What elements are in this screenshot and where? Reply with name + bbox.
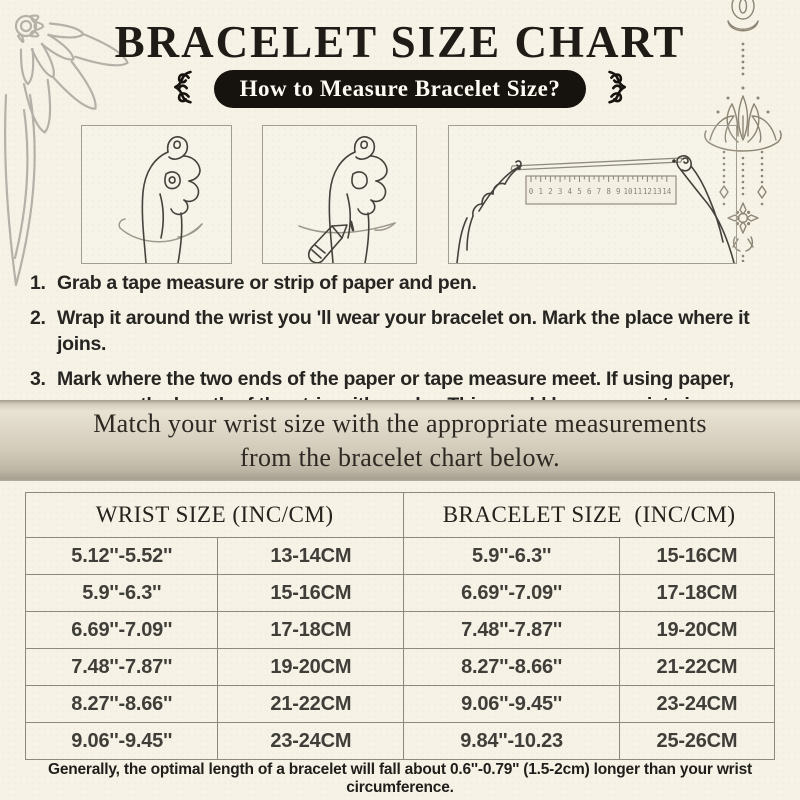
- how-to-measure-pill: How to Measure Bracelet Size?: [213, 70, 587, 108]
- illustration-measure-ruler: 0 1 2 3 4 5 6 7 8 9 10 11 12 13 14: [448, 125, 737, 264]
- mandala-flower-icon: [4, 14, 129, 287]
- ruler-measure-illustration: 0 1 2 3 4 5 6 7 8 9 10 11 12 13 14: [456, 155, 735, 263]
- table-cell: 19-20CM: [217, 648, 405, 686]
- table-cell: 8.27''-8.66'': [24, 685, 219, 723]
- table-cell: 5.12''-5.52'': [24, 537, 219, 575]
- step-3-number: 3.: [30, 368, 46, 390]
- table-row: 5.12''-5.52'' 13-14CM 5.9''-6.3'' 15-16CM: [24, 537, 776, 575]
- svg-text:12: 12: [643, 187, 652, 196]
- table-cell: 8.27''-8.66'': [403, 648, 620, 686]
- step-1-number: 1.: [30, 272, 46, 294]
- svg-text:7: 7: [597, 187, 602, 196]
- table-header-row: WRIST SIZE (INC/CM) BRACELET SIZE (INC/C…: [24, 492, 775, 538]
- svg-text:9: 9: [616, 187, 621, 196]
- table-cell: 5.9''-6.3'': [403, 537, 620, 575]
- table-cell: 19-20CM: [618, 611, 776, 649]
- table-cell: 6.69''-7.09'': [24, 611, 219, 649]
- table-cell: 25-26CM: [618, 722, 776, 760]
- svg-text:2: 2: [548, 187, 553, 196]
- table-cell: 21-22CM: [217, 685, 405, 723]
- table-cell: 9.84''-10.23: [403, 722, 620, 760]
- lotus-ornament-icon: [704, 0, 782, 262]
- table-cell: 7.48''-7.87'': [24, 648, 219, 686]
- table-cell: 17-18CM: [217, 611, 405, 649]
- table-cell: 9.06''-9.45'': [403, 685, 620, 723]
- table-cell: 17-18CM: [618, 574, 776, 612]
- table-row: 9.06''-9.45'' 23-24CM 9.84''-10.23 25-26CM: [24, 722, 776, 760]
- svg-text:8: 8: [606, 187, 611, 196]
- svg-text:5: 5: [577, 187, 582, 196]
- svg-text:13: 13: [653, 187, 662, 196]
- banner-line-1: Match your wrist size with the appropria…: [93, 408, 707, 438]
- table-cell: 5.9''-6.3'': [24, 574, 219, 612]
- how-to-measure-row: How to Measure Bracelet Size?: [0, 66, 800, 112]
- svg-text:10: 10: [623, 187, 633, 196]
- table-row: 8.27''-8.66'' 21-22CM 9.06''-9.45'' 23-24CM: [24, 685, 776, 723]
- wrist-size-header: WRIST SIZE (INC/CM): [24, 492, 405, 538]
- svg-text:0: 0: [529, 187, 534, 196]
- table-cell: 9.06''-9.45'': [24, 722, 219, 760]
- step-1: 1. Grab a tape measure or strip of paper…: [30, 270, 780, 296]
- table-cell: 6.69''-7.09'': [403, 574, 620, 612]
- step-2-number: 2.: [30, 307, 46, 329]
- size-chart-table: WRIST SIZE (INC/CM) BRACELET SIZE (INC/C…: [24, 492, 776, 760]
- svg-text:1: 1: [538, 187, 543, 196]
- table-cell: 21-22CM: [618, 648, 776, 686]
- page-title: BRACELET SIZE CHART: [114, 17, 686, 67]
- table-cell: 13-14CM: [217, 537, 405, 575]
- table-cell: 23-24CM: [618, 685, 776, 723]
- banner-line-2: from the bracelet chart below.: [240, 442, 560, 472]
- illustration-mark-wrist: [262, 125, 417, 264]
- hand-string-illustration: [118, 136, 203, 263]
- footer-note: Generally, the optimal length of a brace…: [47, 761, 753, 796]
- table-cell: 7.48''-7.87'': [403, 611, 620, 649]
- table-cell: 15-16CM: [217, 574, 405, 612]
- hand-pen-illustration: [298, 136, 396, 263]
- illustration-wrap-string: [81, 125, 232, 264]
- step-1-text: Grab a tape measure or strip of paper an…: [57, 272, 477, 294]
- bracelet-size-header: BRACELET SIZE (INC/CM): [403, 492, 775, 538]
- svg-text:4: 4: [568, 187, 573, 196]
- table-cell: 23-24CM: [217, 722, 405, 760]
- match-size-banner: Match your wrist size with the appropria…: [0, 400, 800, 481]
- squiggle-left-icon: [173, 70, 192, 104]
- svg-text:11: 11: [633, 187, 642, 196]
- svg-text:3: 3: [558, 187, 563, 196]
- table-row: 6.69''-7.09'' 17-18CM 7.48''-7.87'' 19-20CM: [24, 611, 776, 649]
- step-2: 2. Wrap it around the wrist you 'll wear…: [30, 305, 780, 357]
- step-2-text: Wrap it around the wrist you 'll wear yo…: [57, 307, 750, 355]
- svg-text:6: 6: [587, 187, 592, 196]
- table-cell: 15-16CM: [618, 537, 776, 575]
- table-row: 7.48''-7.87'' 19-20CM 8.27''-8.66'' 21-22CM: [24, 648, 776, 686]
- table-row: 5.9''-6.3'' 15-16CM 6.69''-7.09'' 17-18CM: [24, 574, 776, 612]
- svg-text:14: 14: [662, 187, 672, 196]
- squiggle-right-icon: [608, 70, 627, 104]
